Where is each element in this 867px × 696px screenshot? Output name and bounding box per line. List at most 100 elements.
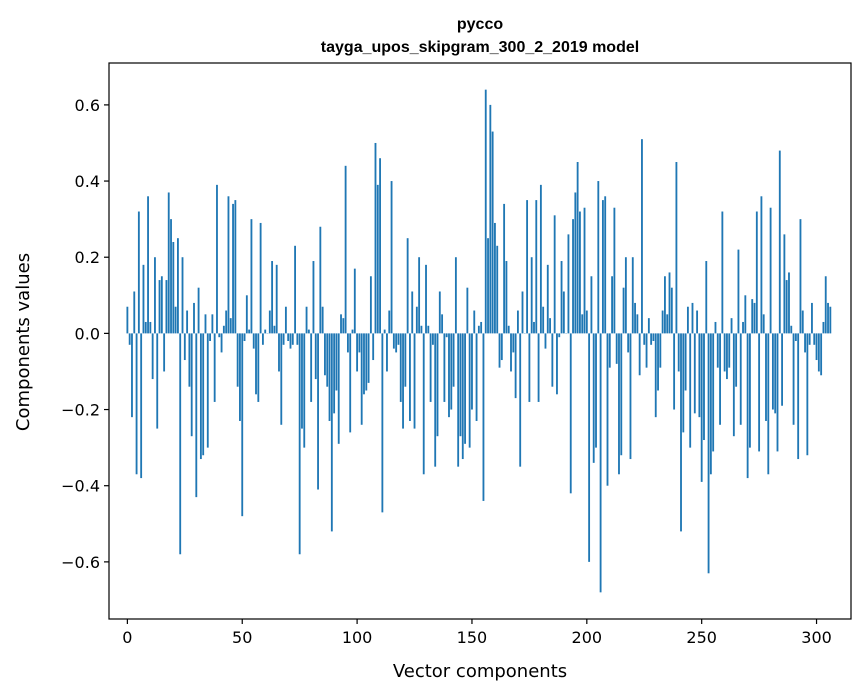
bar-28 [190, 333, 193, 437]
bar-248 [696, 310, 699, 334]
bar-272 [751, 299, 754, 334]
bar-158 [489, 104, 492, 334]
bar-83 [317, 333, 319, 490]
bar-170 [516, 310, 519, 334]
bar-264 [732, 333, 735, 437]
bar-154 [480, 321, 483, 334]
bar-275 [758, 333, 761, 452]
bar-40 [218, 333, 221, 338]
bar-90 [333, 333, 336, 414]
bar-129 [422, 333, 425, 475]
bar-253 [707, 333, 710, 574]
bar-105 [367, 333, 370, 383]
bar-304 [824, 276, 827, 334]
bar-120 [402, 333, 404, 429]
bar-77 [303, 333, 306, 448]
bar-137 [441, 314, 444, 334]
bar-146 [461, 333, 464, 460]
x-tick-label: 250 [686, 628, 717, 647]
y-tick-label: 0.0 [75, 324, 100, 343]
bar-147 [464, 333, 466, 444]
bar-254 [709, 333, 712, 475]
bar-145 [459, 333, 462, 437]
bar-244 [686, 306, 689, 334]
bar-114 [388, 310, 391, 334]
bar-178 [535, 200, 538, 334]
bar-238 [673, 333, 676, 410]
bar-155 [482, 333, 485, 501]
bar-221 [634, 302, 636, 334]
bar-166 [507, 325, 510, 334]
bar-80 [310, 333, 313, 402]
bar-38 [213, 333, 216, 402]
bar-280 [769, 207, 772, 334]
bar-6 [140, 333, 143, 479]
bar-50 [241, 333, 244, 517]
bar-116 [392, 333, 395, 349]
bar-110 [379, 158, 381, 334]
bar-295 [804, 333, 806, 353]
bar-196 [576, 162, 579, 334]
bar-192 [567, 234, 570, 334]
bar-301 [817, 333, 820, 372]
bar-168 [512, 333, 515, 353]
bar-76 [301, 333, 303, 429]
bar-43 [225, 310, 228, 334]
bar-234 [664, 276, 666, 334]
bar-118 [397, 333, 400, 345]
bar-283 [776, 333, 779, 452]
bar-59 [261, 333, 264, 345]
bar-189 [560, 261, 563, 334]
bar-52 [245, 295, 248, 334]
bar-100 [356, 333, 359, 372]
bar-119 [399, 333, 402, 402]
bar-276 [760, 196, 763, 334]
bar-92 [337, 333, 340, 444]
bar-237 [670, 287, 673, 334]
x-tick-label: 150 [457, 628, 488, 647]
bar-188 [558, 333, 561, 338]
x-tick-label: 300 [801, 628, 832, 647]
bar-31 [197, 287, 200, 334]
bar-9 [147, 196, 149, 334]
bar-245 [689, 333, 692, 448]
bar-8 [144, 321, 147, 334]
bar-51 [243, 333, 246, 341]
bar-27 [188, 333, 191, 387]
bar-49 [239, 333, 241, 421]
bar-167 [510, 333, 512, 372]
bar-71 [289, 333, 292, 349]
bar-93 [340, 314, 342, 334]
bar-89 [330, 333, 333, 532]
bar-182 [544, 333, 547, 349]
bar-203 [592, 333, 595, 463]
bar-128 [420, 325, 423, 334]
bar-5 [137, 211, 140, 334]
bar-106 [369, 276, 372, 334]
y-axis-label: Components values [13, 253, 34, 431]
bar-117 [395, 333, 398, 353]
bar-132 [429, 333, 432, 402]
bar-32 [199, 333, 202, 460]
bar-112 [383, 329, 386, 334]
bar-179 [537, 333, 540, 402]
bar-62 [268, 310, 271, 334]
bar-162 [498, 333, 501, 368]
bar-30 [195, 333, 198, 498]
bar-19 [170, 219, 172, 334]
bar-136 [438, 291, 441, 334]
y-tick-label: −0.6 [61, 553, 100, 572]
bar-2 [131, 333, 133, 418]
bar-232 [659, 333, 662, 368]
bar-14 [158, 280, 161, 334]
bar-149 [468, 333, 471, 448]
bar-263 [730, 318, 733, 334]
bar-207 [601, 200, 604, 334]
bar-86 [324, 333, 326, 376]
bar-78 [305, 306, 308, 334]
bar-10 [149, 321, 152, 334]
bar-85 [321, 306, 324, 334]
bar-7 [142, 264, 145, 334]
bar-72 [291, 333, 294, 345]
